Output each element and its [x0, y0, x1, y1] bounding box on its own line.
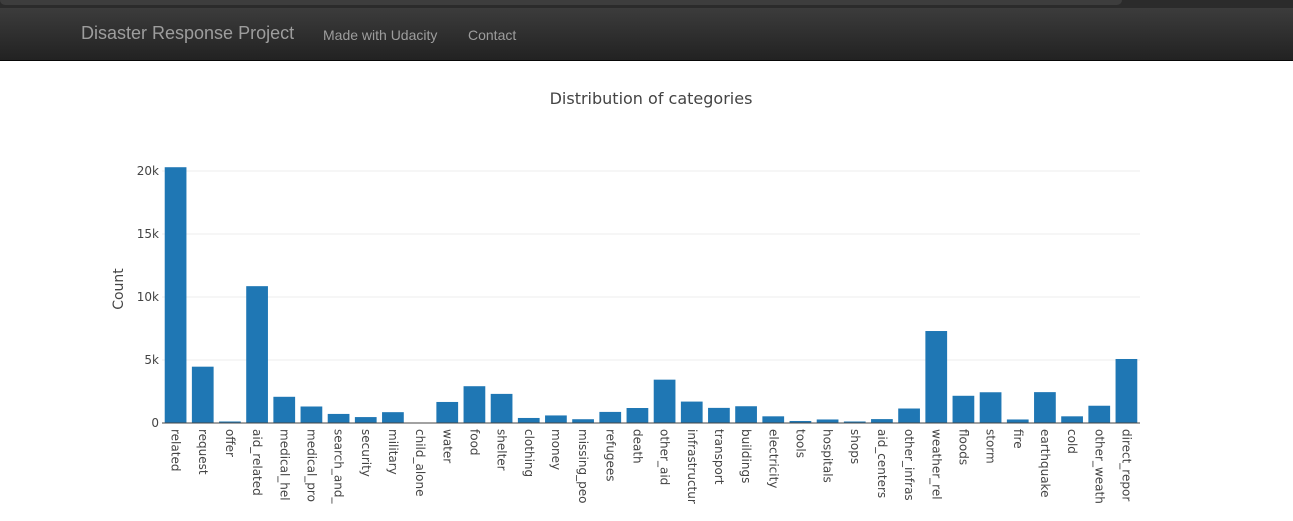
x-tick-label: shelter [495, 429, 509, 471]
x-tick-label: earthquake [1038, 429, 1052, 497]
x-tick-label: death [630, 429, 644, 464]
x-tick-label: food [467, 429, 481, 456]
bar-related [164, 167, 187, 423]
y-tick-label: 10k [137, 290, 159, 304]
bar-money [545, 415, 567, 423]
bar-tools [789, 420, 812, 423]
bar-weather_related [925, 331, 948, 423]
x-tick-label: child_alone [413, 429, 427, 497]
bar-water [436, 401, 459, 423]
bar-request [191, 366, 214, 423]
x-tick-label: other_weath [1092, 429, 1106, 504]
y-axis-label: Count [111, 268, 127, 310]
x-tick-label: clothing [522, 429, 536, 477]
x-tick-label: tools [793, 429, 807, 458]
x-tick-label: medical_hel [277, 429, 291, 501]
bar-offer [219, 421, 241, 423]
bar-chart: Distribution of categories 05k10k15k20k … [111, 89, 1140, 504]
x-tick-label: storm [984, 429, 998, 464]
x-tick-label: money [549, 429, 563, 470]
x-tick-label: hospitals [821, 429, 835, 483]
bar-search_and_rescue [327, 413, 350, 423]
brand-link[interactable]: Disaster Response Project [81, 23, 295, 43]
bar-military [382, 412, 404, 423]
y-tick-label: 20k [137, 164, 159, 178]
y-tick-label: 5k [144, 353, 159, 367]
browser-address-bar [0, 0, 1122, 5]
bar-clothing [517, 417, 540, 423]
x-tick-label: refugees [603, 429, 617, 482]
x-tick-label: electricity [766, 429, 780, 488]
x-tick-label: cold [1065, 429, 1079, 454]
x-tick-label: floods [956, 429, 970, 465]
y-axis-ticks: 0 5k 10k 15k 20k [137, 164, 159, 430]
bar-missing_people [572, 419, 594, 423]
bar-other_infrastructure [898, 408, 920, 423]
gridlines [162, 170, 1140, 361]
nav-link-contact[interactable]: Contact [468, 27, 517, 43]
bar-medical_help [273, 396, 296, 423]
x-tick-label: security [359, 429, 373, 477]
x-tick-label: direct_repor [1119, 429, 1133, 501]
bar-refugees [599, 411, 622, 423]
x-tick-label: infrastructur [685, 429, 699, 504]
bar-cold [1061, 416, 1083, 423]
x-tick-label: search_and_ [332, 429, 346, 504]
bar-fire [1006, 419, 1029, 423]
chart-title: Distribution of categories [550, 89, 753, 108]
y-tick-label: 15k [137, 227, 159, 241]
bar-buildings [735, 406, 757, 423]
bar-shops [843, 421, 866, 423]
x-tick-label: aid_related [250, 429, 264, 496]
bar-aid_centers [871, 419, 893, 423]
x-tick-label: request [196, 429, 210, 475]
bar-direct_report [1115, 358, 1138, 423]
y-tick-label: 0 [151, 416, 159, 430]
bar-storm [979, 392, 1002, 423]
bars [164, 167, 1138, 423]
x-tick-label: other_aid [658, 429, 672, 485]
bar-death [626, 408, 649, 423]
x-tick-label: aid_centers [875, 429, 889, 498]
bar-medical_products [300, 406, 323, 423]
nav-link-made-with-udacity[interactable]: Made with Udacity [323, 27, 438, 43]
bar-earthquake [1034, 392, 1056, 423]
x-tick-label: medical_pro [304, 429, 318, 502]
x-axis-ticks: related request offer aid_related medical_he… [169, 429, 1134, 504]
navbar: Disaster Response Project Made with Udac… [0, 8, 1293, 61]
x-tick-label: shops [848, 429, 862, 464]
x-tick-label: missing_peo [576, 429, 590, 503]
x-tick-label: military [386, 429, 400, 475]
bar-aid_related [246, 286, 268, 423]
bar-other_weather [1088, 405, 1111, 423]
x-tick-label: offer [223, 429, 237, 457]
x-tick-label: buildings [739, 429, 753, 483]
x-tick-label: weather_rel [929, 429, 943, 500]
x-tick-label: other_infras [902, 429, 916, 501]
bar-shelter [490, 393, 513, 423]
bar-hospitals [816, 419, 839, 423]
bar-electricity [762, 416, 785, 423]
x-tick-label: related [169, 429, 183, 471]
bar-security [354, 417, 377, 423]
browser-top-strip [0, 0, 1293, 8]
x-tick-label: transport [712, 429, 726, 485]
x-tick-label: fire [1011, 429, 1025, 449]
bar-other_aid [653, 379, 676, 423]
bar-infrastructure_related [680, 401, 703, 423]
x-tick-label: water [440, 429, 454, 463]
bar-transport [708, 407, 730, 423]
bar-food [463, 386, 486, 423]
bar-floods [952, 395, 975, 423]
